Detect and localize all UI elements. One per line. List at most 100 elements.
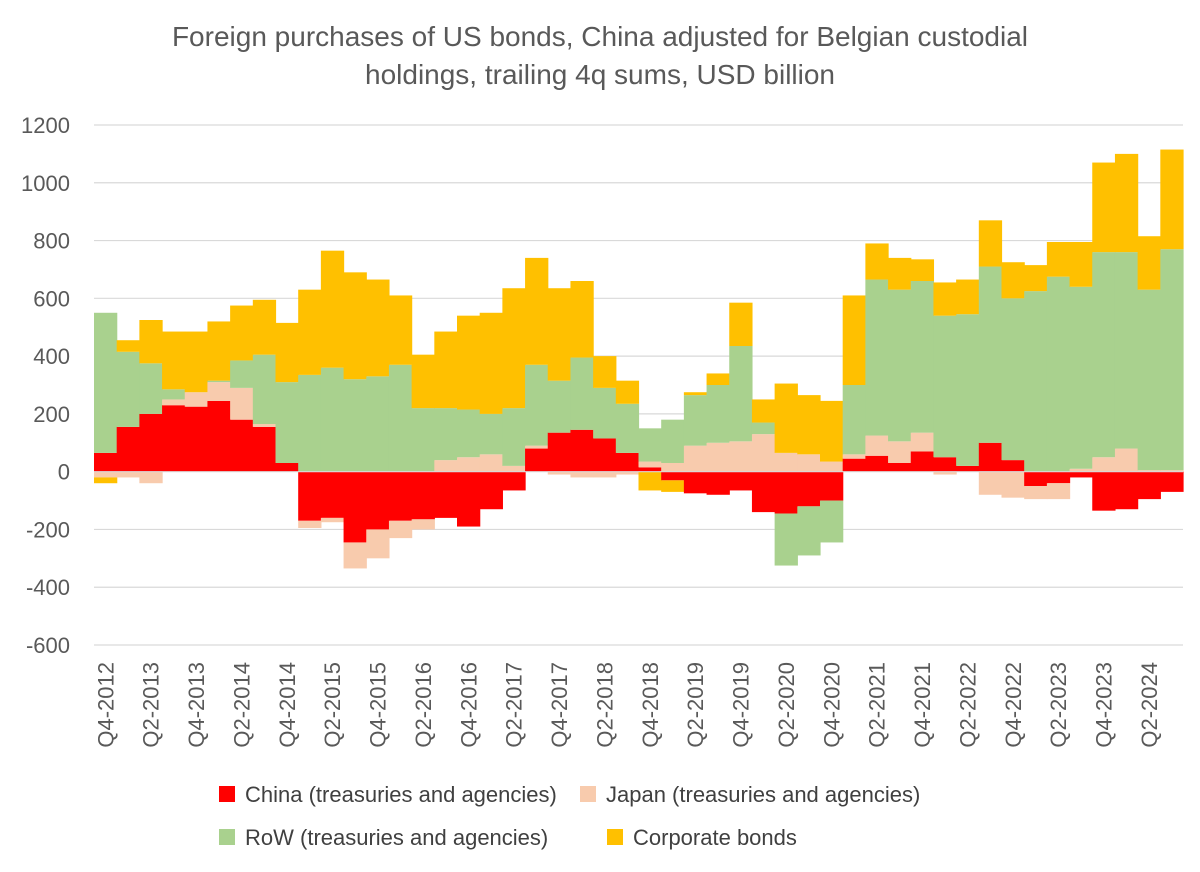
bar-segment: [366, 376, 390, 472]
y-tick-label: 600: [33, 286, 70, 311]
legend-label: Corporate bonds: [633, 825, 797, 850]
bar-segment: [457, 315, 481, 410]
bar-segment: [661, 419, 685, 463]
bar-segment: [94, 471, 118, 478]
bar-segment: [207, 321, 231, 381]
x-tick-label: Q4-2020: [819, 662, 844, 748]
bar-segment: [116, 351, 140, 427]
bar-segment: [593, 356, 617, 388]
bar-segment: [661, 463, 685, 472]
bar-segment: [94, 477, 118, 484]
bar-segment: [252, 426, 277, 472]
x-axis: Q4-2012 Q2-2013 Q4-2013 Q2-2014 Q4-2014 Q2-20…: [93, 471, 1183, 748]
bar-segment: [1092, 252, 1116, 458]
bar-segment: [547, 288, 572, 381]
bar-segment: [865, 279, 889, 436]
bar-segment: [1069, 242, 1093, 287]
bar-segment: [910, 281, 935, 433]
bar-segment: [207, 380, 231, 383]
bar-segment: [1001, 298, 1025, 461]
bar-segment: [774, 513, 798, 566]
bar-segment: [434, 460, 458, 472]
bar-segment: [797, 454, 821, 472]
bar-segment: [1114, 471, 1139, 510]
bar-segment: [502, 408, 526, 466]
bar-segment: [388, 295, 413, 365]
bar-segment: [479, 454, 503, 472]
bar-segment: [978, 266, 1003, 443]
x-tick-label: Q4-2019: [729, 662, 754, 748]
bar-segment: [1114, 252, 1139, 449]
bar-segment: [343, 542, 367, 569]
bar-segment: [1069, 468, 1093, 472]
bar-segment: [366, 529, 390, 559]
bar-segment: [502, 471, 526, 491]
bar-segment: [1160, 471, 1184, 492]
bar-segment: [638, 471, 662, 491]
x-tick-label: Q4-2021: [910, 662, 935, 748]
y-tick-label: 1000: [21, 171, 70, 196]
bar-segment: [434, 331, 458, 409]
bar-segment: [797, 395, 821, 455]
bar-segment: [661, 471, 685, 481]
bar-segment: [411, 408, 435, 472]
bar-segment: [842, 385, 866, 455]
bar-segment: [888, 441, 912, 463]
bar-segment: [978, 220, 1003, 267]
bar-segment: [1046, 242, 1071, 277]
bar-segment: [933, 471, 957, 475]
bar-segment: [479, 471, 503, 510]
bar-segment: [457, 409, 481, 458]
bar-segment: [1137, 236, 1161, 290]
bar-segment: [1001, 262, 1025, 299]
x-tick-label: Q2-2016: [411, 662, 436, 748]
bar-segment: [570, 281, 594, 358]
bar-segment: [865, 455, 889, 472]
bar-segment: [1137, 470, 1161, 472]
bar-segment: [139, 471, 163, 484]
bar-segment: [1114, 153, 1139, 253]
bar-segment: [615, 452, 640, 472]
bar-segment: [252, 354, 277, 424]
x-tick-label: Q2-2014: [229, 662, 254, 748]
bar-segment: [388, 471, 413, 521]
bar-segment: [774, 452, 798, 472]
bar-segment: [1024, 471, 1048, 487]
x-tick-label: Q4-2016: [456, 662, 481, 748]
bar-segment: [525, 448, 549, 472]
bar-segment: [343, 272, 367, 380]
bar-segment: [252, 424, 277, 427]
bar-segment: [933, 315, 957, 458]
x-tick-label: Q2-2017: [502, 662, 527, 748]
bars: [94, 149, 1184, 569]
bar-segment: [706, 373, 730, 385]
x-tick-label: Q4-2013: [184, 662, 209, 748]
x-tick-label: Q2-2024: [1137, 662, 1162, 748]
y-axis: -600 -400 -200 0 200 400 600 800 1000 1200: [21, 113, 70, 658]
bar-segment: [162, 399, 186, 406]
legend-label: Japan (treasuries and agencies): [606, 782, 920, 807]
bar-segment: [751, 434, 776, 472]
bar-segment: [820, 471, 844, 501]
bar-segment: [275, 382, 299, 463]
bar-segment: [1137, 471, 1161, 500]
bar-segment: [139, 413, 163, 472]
bar-segment: [502, 465, 526, 472]
x-tick-label: Q2-2020: [774, 662, 799, 748]
bar-segment: [1160, 149, 1184, 250]
y-tick-label: 1200: [21, 113, 70, 138]
x-tick-label: Q4-2018: [638, 662, 663, 748]
bar-segment: [525, 364, 549, 446]
bar-segment: [116, 340, 140, 352]
bar-segment: [593, 438, 617, 472]
bar-segment: [320, 517, 345, 523]
bar-segment: [343, 471, 367, 543]
bar-segment: [320, 471, 345, 518]
bar-segment: [320, 250, 345, 368]
bar-segment: [298, 471, 322, 521]
bar-segment: [457, 457, 481, 472]
bar-segment: [1092, 471, 1116, 511]
legend-label: China (treasuries and agencies): [245, 782, 557, 807]
bar-segment: [751, 422, 776, 435]
